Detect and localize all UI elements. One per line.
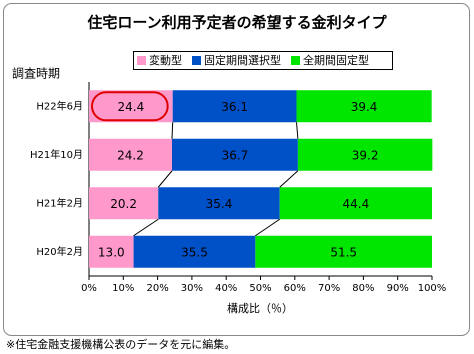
data-label: 13.0 (98, 245, 125, 259)
legend-swatch (137, 56, 146, 65)
y-tick-label: H21年10月 (30, 148, 83, 161)
bar-segment (172, 90, 297, 123)
y-axis-label: 調査時期 (12, 67, 60, 81)
x-tick-label: 30% (181, 283, 203, 294)
connector (133, 218, 159, 237)
y-tick-label: H22年6月 (36, 99, 83, 112)
x-tick-label: 40% (215, 283, 237, 294)
data-label: 44.4 (342, 197, 369, 211)
data-label: 36.1 (221, 100, 248, 114)
bar-segment (172, 138, 298, 171)
x-tick-label: 90% (387, 283, 409, 294)
data-label: 35.5 (181, 245, 208, 259)
data-label: 24.4 (117, 100, 144, 114)
x-tick-label: 0% (81, 283, 97, 294)
bar-segment (89, 90, 173, 123)
bar-segment (89, 138, 173, 171)
data-label: 39.2 (352, 148, 379, 162)
bar-segment (158, 187, 280, 220)
chart-title: 住宅ローン利用予定者の希望する金利タイプ (87, 14, 387, 32)
x-tick-label: 50% (249, 283, 271, 294)
data-label: 24.2 (117, 148, 144, 162)
x-tick-label: 100% (418, 283, 447, 294)
bar-segment (89, 187, 159, 220)
y-tick-label: H20年2月 (36, 245, 83, 258)
footnote: ※住宅金融支援機構公表のデータを元に編集。 (6, 337, 235, 351)
legend-swatch (291, 56, 300, 65)
bar-segment (297, 138, 433, 171)
x-tick-label: 20% (146, 283, 168, 294)
x-tick-label: 10% (112, 283, 134, 294)
bar-segment (296, 90, 432, 123)
x-tick-label: 70% (318, 283, 340, 294)
connector (171, 122, 174, 139)
x-tick-label: 80% (352, 283, 374, 294)
connector (157, 170, 173, 188)
bar-segment (279, 187, 432, 220)
legend-label: 固定期間選択型 (204, 53, 281, 67)
legend-label: 全期間固定型 (303, 53, 369, 67)
data-label: 39.4 (351, 100, 378, 114)
bar-segment (89, 235, 134, 268)
connector (279, 170, 299, 188)
bar-segment (255, 235, 432, 268)
x-axis-label: 構成比（％） (227, 302, 293, 315)
connector (255, 218, 280, 237)
data-label: 51.5 (330, 245, 357, 259)
data-label: 35.4 (206, 197, 233, 211)
highlight (91, 91, 169, 122)
legend-swatch (192, 56, 201, 65)
x-tick-label: 60% (284, 283, 306, 294)
data-label: 20.2 (110, 197, 137, 211)
legend-label: 変動型 (149, 53, 182, 67)
data-label: 36.7 (222, 148, 249, 162)
bar-segment (133, 235, 256, 268)
connector (296, 122, 299, 139)
y-tick-label: H21年2月 (36, 196, 83, 209)
